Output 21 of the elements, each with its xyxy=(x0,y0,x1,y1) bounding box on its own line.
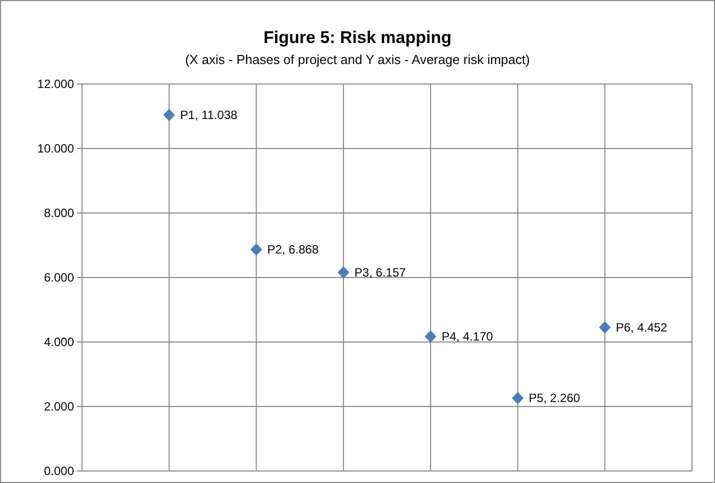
data-label: P5, 2.260 xyxy=(528,391,580,406)
y-tick-label: 8.000 xyxy=(44,206,74,220)
data-label: P3, 6.157 xyxy=(354,265,406,280)
chart-subtitle: (X axis - Phases of project and Y axis - Average risk impact) xyxy=(185,52,530,67)
data-label: P2, 6.868 xyxy=(267,242,319,257)
y-tick-label: 0.000 xyxy=(44,464,74,478)
chart-title: Figure 5: Risk mapping xyxy=(264,28,452,47)
data-label: P1, 11.038 xyxy=(180,108,238,122)
point xyxy=(338,266,350,279)
point xyxy=(250,243,262,256)
point xyxy=(424,330,436,343)
y-tick-label: 12.000 xyxy=(37,77,74,91)
point xyxy=(512,392,524,404)
data-label: P4, 4.170 xyxy=(442,330,494,344)
y-tick-label: 2.000 xyxy=(44,400,74,414)
point xyxy=(599,321,611,334)
y-tick-label: 10.000 xyxy=(37,142,74,156)
y-tick-label: 6.000 xyxy=(44,270,74,284)
data-label: P6, 4.452 xyxy=(616,320,668,334)
y-tick-label: 4.000 xyxy=(44,335,74,349)
point xyxy=(163,108,175,122)
